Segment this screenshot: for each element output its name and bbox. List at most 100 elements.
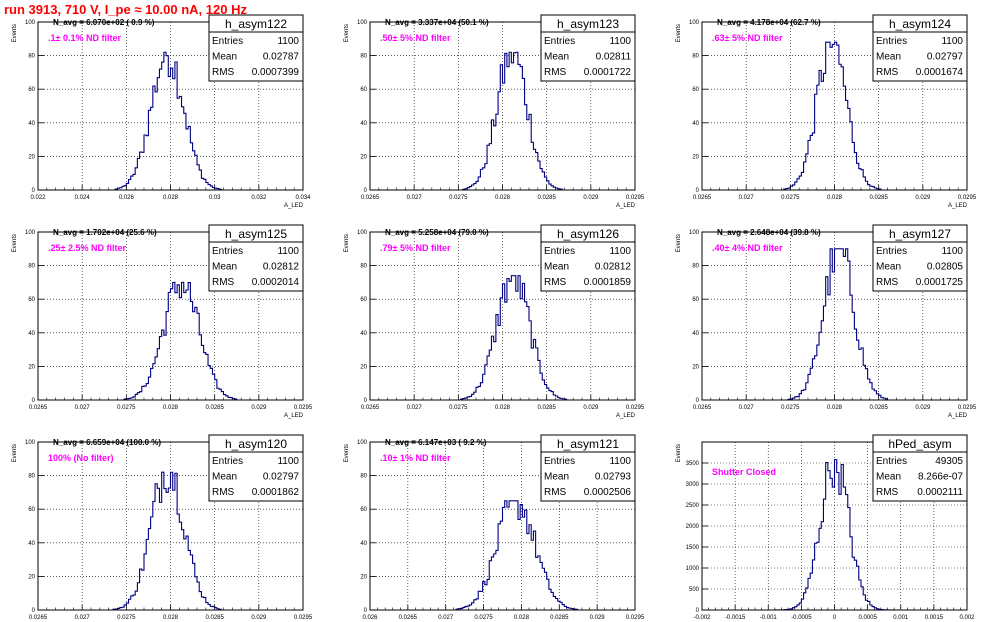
y-tick-label: 80 <box>28 54 35 60</box>
histogram-panel-h_asym125: 0.0265 0.027 0.0275 0.028 0.0285 0.029 0.0295 0… <box>12 224 313 419</box>
y-tick-label: 40 <box>28 541 35 547</box>
y-axis-title: Events <box>12 24 18 42</box>
histogram-panel-h_asym121: 0.026 0.0265 0.027 0.0275 0.028 0.0285 0.029 0.… <box>344 434 645 621</box>
stats-value-mean: 0.02812 <box>263 262 300 273</box>
y-axis-title: Events <box>676 234 682 252</box>
stats-box <box>872 434 968 502</box>
filter-label: .25± 2.5% ND filter <box>48 243 126 253</box>
x-tick-label: 0.0295 <box>626 195 645 201</box>
x-tick-label: 0.0285 <box>869 195 888 201</box>
stats-label-mean: Mean <box>544 52 569 63</box>
stats-label-entries: Entries <box>876 36 907 47</box>
stats-label-entries: Entries <box>876 246 907 257</box>
stats-label-entries: Entries <box>212 36 243 47</box>
stats-label-mean: Mean <box>876 262 901 273</box>
navg-label: N_avg = 3.337e+04 (50.1 %) <box>385 18 489 27</box>
stats-value-rms: 0.0001725 <box>916 277 964 288</box>
x-axis-title: A_LED <box>284 203 304 209</box>
x-tick-label: 0.032 <box>251 195 267 201</box>
x-tick-label: 0.028 <box>163 615 179 621</box>
x-tick-label: 0.0005 <box>858 615 877 621</box>
x-tick-label: 0.0265 <box>399 615 418 621</box>
filter-label: .63± 5% ND filter <box>712 33 783 43</box>
x-tick-label: 0.0265 <box>29 405 48 411</box>
x-tick-label: 0.0295 <box>958 405 977 411</box>
stats-label-mean: Mean <box>212 52 237 63</box>
y-tick-label: 100 <box>689 230 700 236</box>
x-tick-label: 0.0275 <box>449 405 468 411</box>
y-tick-label: 60 <box>692 297 699 303</box>
x-tick-label: 0.024 <box>75 195 91 201</box>
stats-value-rms: 0.0002111 <box>917 487 963 498</box>
histogram-name: h_asym126 <box>557 227 619 241</box>
stats-label-entries: Entries <box>212 246 243 257</box>
stats-label-mean: Mean <box>212 472 237 483</box>
histogram-name: h_asym124 <box>889 17 951 31</box>
y-tick-label: 80 <box>692 264 699 270</box>
x-tick-label: 0 <box>833 615 837 621</box>
y-tick-label: 1500 <box>686 545 700 551</box>
y-tick-label: 20 <box>360 154 367 160</box>
y-tick-label: 80 <box>28 474 35 480</box>
x-tick-label: 0.027 <box>75 615 91 621</box>
x-tick-label: 0.028 <box>495 195 511 201</box>
stats-label-rms: RMS <box>544 487 567 498</box>
y-tick-label: 40 <box>692 121 699 127</box>
stats-box <box>540 434 636 502</box>
y-tick-label: 80 <box>360 474 367 480</box>
y-tick-label: 100 <box>25 440 36 446</box>
x-tick-label: 0.027 <box>407 195 423 201</box>
navg-label: N_avg = 6.070e+02 ( 0.9 %) <box>53 18 155 27</box>
stats-value-mean: 0.02793 <box>595 472 632 483</box>
y-tick-label: 60 <box>28 507 35 513</box>
y-tick-label: 20 <box>28 574 35 580</box>
x-tick-label: 0.0275 <box>117 405 136 411</box>
x-tick-label: 0.0285 <box>869 405 888 411</box>
stats-label-rms: RMS <box>876 487 899 498</box>
stats-label-mean: Mean <box>876 52 901 63</box>
navg-label: N_avg = 6.147e+03 ( 9.2 %) <box>385 438 487 447</box>
y-tick-label: 40 <box>360 121 367 127</box>
stats-value-mean: 0.02797 <box>927 52 964 63</box>
y-tick-label: 20 <box>360 574 367 580</box>
filter-label: .1± 0.1% ND filter <box>48 33 121 43</box>
x-tick-label: 0.0015 <box>925 615 944 621</box>
y-axis-title: Events <box>676 24 682 42</box>
x-tick-label: 0.0275 <box>474 615 493 621</box>
x-tick-label: 0.0265 <box>29 615 48 621</box>
x-tick-label: 0.0275 <box>449 195 468 201</box>
y-tick-label: 100 <box>689 20 700 26</box>
x-tick-label: 0.028 <box>827 195 843 201</box>
histogram-name: h_asym121 <box>557 437 619 451</box>
navg-label: N_avg = 5.258e+04 (79.0 %) <box>385 228 489 237</box>
x-tick-label: 0.028 <box>163 195 179 201</box>
stats-value-rms: 0.0002014 <box>252 277 300 288</box>
y-tick-label: 0 <box>364 608 368 614</box>
x-tick-label: 0.029 <box>251 615 267 621</box>
histogram-panel-hPed_asym: -0.002 -0.0015 -0.001 -0.0005 0 0.0005 0.001 0.… <box>676 434 975 621</box>
x-tick-label: 0.001 <box>893 615 909 621</box>
x-tick-label: 0.0265 <box>693 195 712 201</box>
x-tick-label: 0.028 <box>827 405 843 411</box>
x-tick-label: 0.0295 <box>294 405 313 411</box>
stats-value-rms: 0.0001859 <box>584 277 632 288</box>
x-axis-title: A_LED <box>616 413 636 419</box>
x-tick-label: 0.0265 <box>361 195 380 201</box>
x-tick-label: 0.026 <box>119 195 135 201</box>
x-axis-title: A_LED <box>616 203 636 209</box>
x-tick-label: 0.029 <box>590 615 606 621</box>
x-tick-label: 0.0285 <box>205 405 224 411</box>
x-tick-label: 0.0275 <box>781 405 800 411</box>
histogram-panel-h_asym126: 0.0265 0.027 0.0275 0.028 0.0285 0.029 0.0295 0… <box>344 224 645 419</box>
stats-box <box>208 224 304 292</box>
x-tick-label: 0.026 <box>362 615 378 621</box>
y-tick-label: 100 <box>357 230 368 236</box>
filter-label: .40± 4% ND filter <box>712 243 783 253</box>
y-tick-label: 0 <box>364 398 368 404</box>
y-tick-label: 0 <box>364 188 368 194</box>
stats-value-mean: 0.02812 <box>595 262 632 273</box>
stats-label-mean: Mean <box>544 262 569 273</box>
filter-label: .79± 5% ND filter <box>380 243 451 253</box>
y-tick-label: 1000 <box>686 566 700 572</box>
